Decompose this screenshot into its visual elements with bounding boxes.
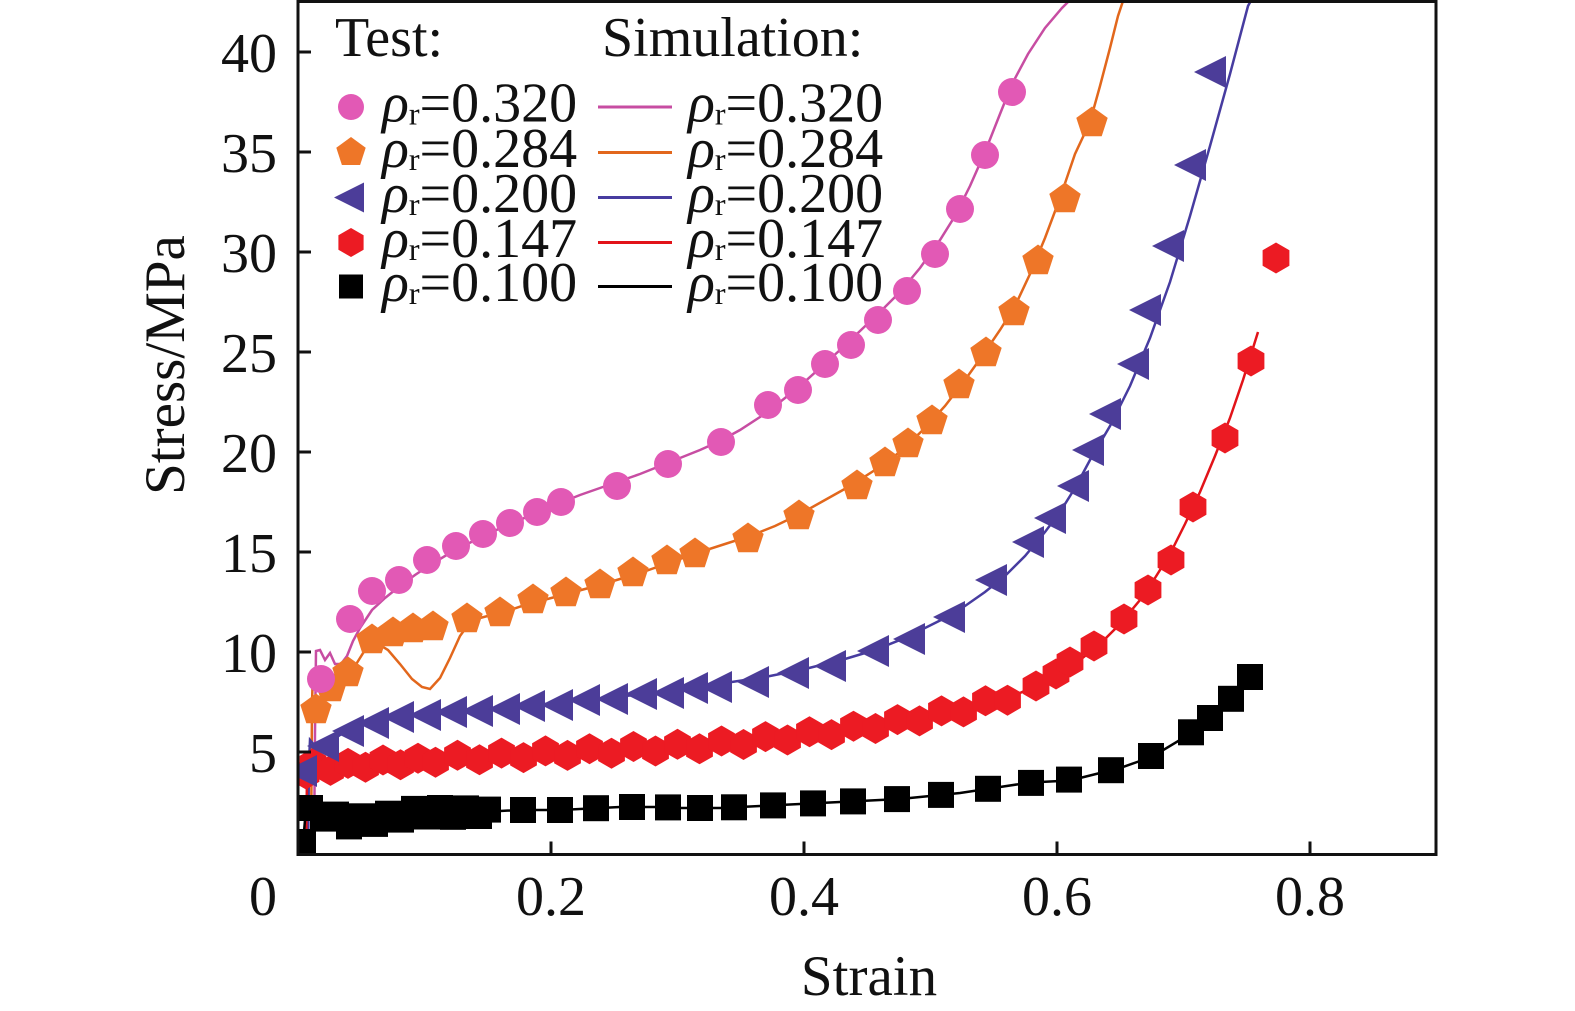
svg-text:Strain: Strain [801, 945, 937, 1008]
svg-text:ρr=0.320: ρr=0.320 [380, 73, 577, 135]
svg-text:35: 35 [221, 123, 277, 185]
svg-text:Simulation:: Simulation: [602, 7, 863, 69]
svg-text:20: 20 [221, 423, 277, 485]
svg-text:ρr=0.100: ρr=0.100 [380, 252, 577, 314]
svg-text:Stress/MPa: Stress/MPa [134, 235, 197, 495]
svg-text:40: 40 [221, 23, 277, 85]
svg-text:0.2: 0.2 [516, 866, 586, 928]
svg-text:ρr=0.200: ρr=0.200 [380, 163, 577, 225]
svg-text:0.6: 0.6 [1022, 866, 1092, 928]
svg-text:0.4: 0.4 [769, 866, 839, 928]
svg-text:5: 5 [249, 723, 277, 785]
svg-text:25: 25 [221, 323, 277, 385]
svg-text:10: 10 [221, 623, 277, 685]
svg-text:Test:: Test: [335, 7, 443, 69]
svg-text:0: 0 [249, 866, 277, 928]
svg-text:30: 30 [221, 223, 277, 285]
svg-text:ρr=0.320: ρr=0.320 [686, 73, 883, 135]
svg-text:ρr=0.284: ρr=0.284 [380, 118, 577, 180]
svg-text:ρr=0.284: ρr=0.284 [686, 118, 883, 180]
svg-text:15: 15 [221, 523, 277, 585]
svg-text:ρr=0.147: ρr=0.147 [686, 208, 883, 270]
svg-text:ρr=0.200: ρr=0.200 [686, 163, 883, 225]
svg-text:0.8: 0.8 [1275, 866, 1345, 928]
svg-text:ρr=0.100: ρr=0.100 [686, 252, 883, 314]
svg-text:ρr=0.147: ρr=0.147 [380, 208, 577, 270]
